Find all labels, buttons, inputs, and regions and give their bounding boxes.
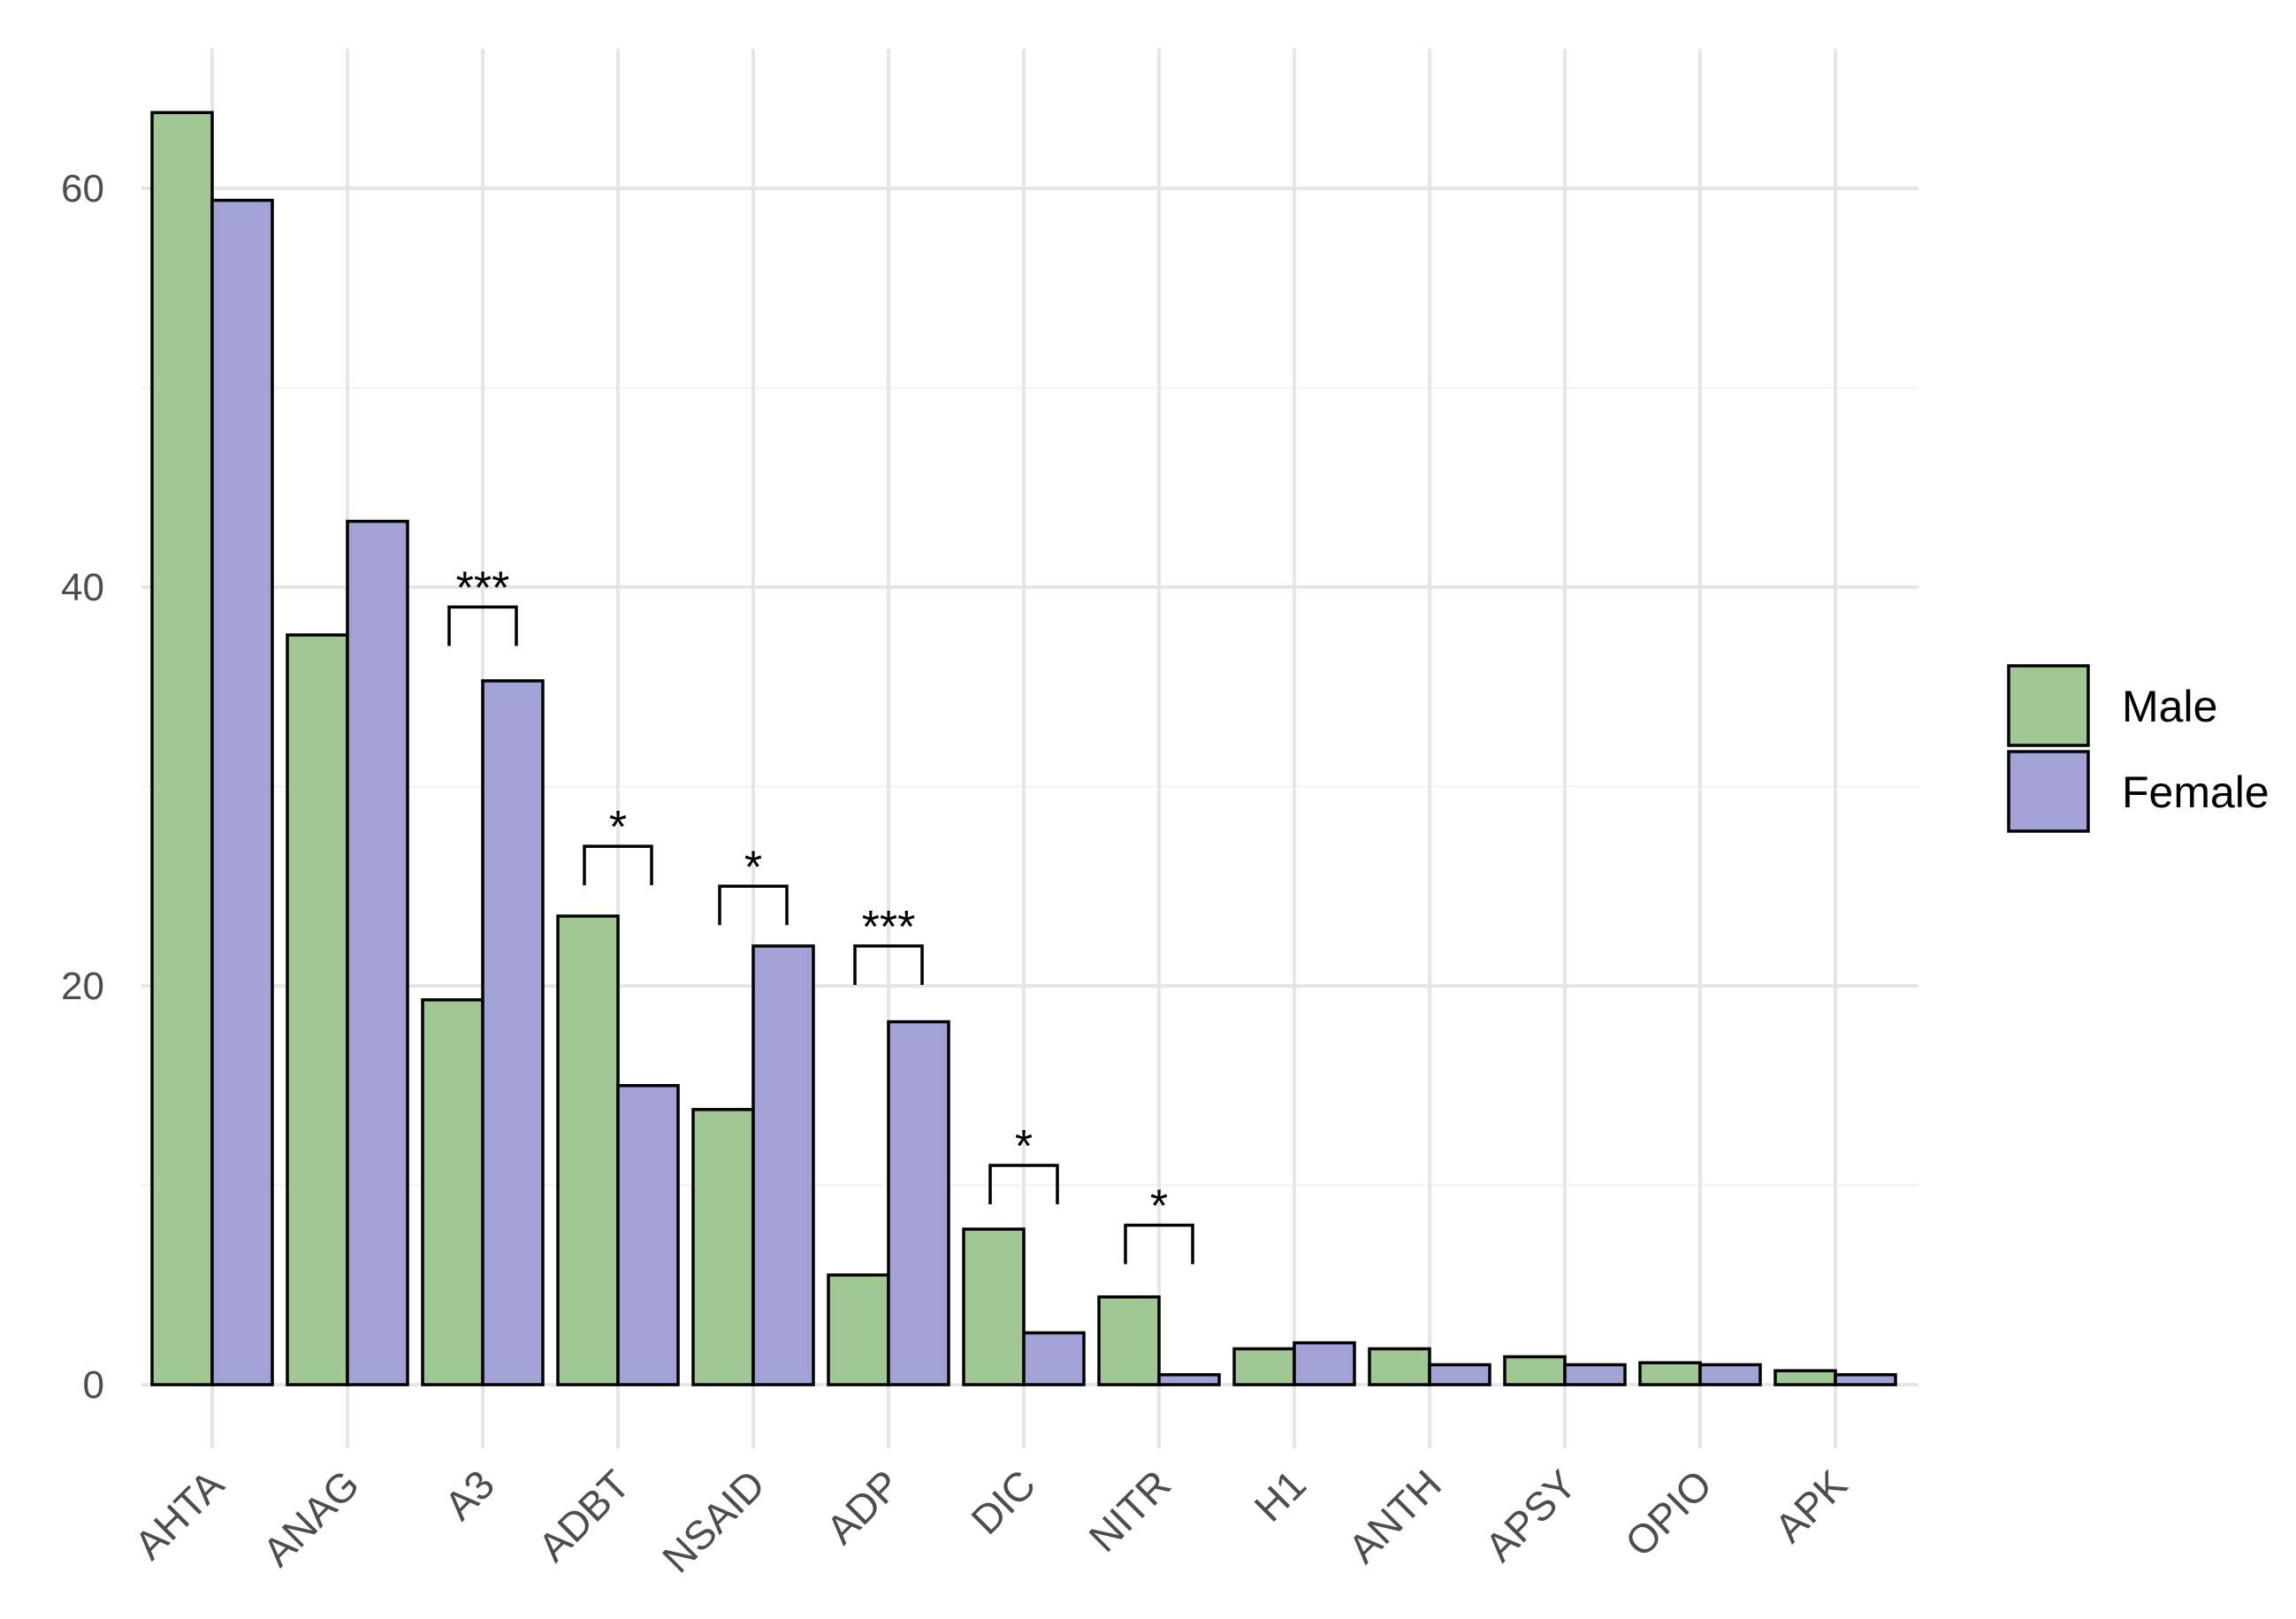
legend-label-male: Male (2122, 682, 2217, 731)
significance-label: * (1150, 1181, 1168, 1233)
legend-key-female (2007, 750, 2090, 833)
annotations-layer: ********** (447, 563, 1194, 1264)
bar-male-adp (827, 1273, 890, 1386)
bar-female-anth (1428, 1363, 1491, 1386)
significance-label: * (1015, 1121, 1033, 1172)
legend: Male Female (2007, 664, 2269, 833)
bar-male-opio (1638, 1361, 1702, 1386)
bar-male-anth (1368, 1347, 1431, 1386)
significance-bracket (988, 1164, 1059, 1204)
bar-female-nsaid (751, 944, 815, 1386)
significance-bracket (853, 944, 924, 985)
bar-male-nitr (1097, 1295, 1161, 1386)
bar-female-dic (1022, 1331, 1086, 1386)
x-tick-label: APSY (1476, 1461, 1586, 1570)
bar-male-h1 (1232, 1347, 1296, 1386)
bar-male-ahta (150, 111, 214, 1386)
x-tick-label: APK (1766, 1461, 1856, 1551)
y-tick-label: 0 (83, 1363, 104, 1407)
x-axis: AHTA ANAG A3 ADBT NSAID ADP DIC NITR H1 ANTH APSY O… (126, 1461, 1856, 1581)
bar-male-dic (962, 1227, 1026, 1386)
bar-female-nitr (1157, 1372, 1221, 1386)
legend-label-female: Female (2122, 767, 2269, 817)
x-tick-label: H1 (1246, 1461, 1315, 1530)
significance-bracket (583, 844, 653, 886)
x-tick-label: ADBT (530, 1461, 639, 1570)
x-tick-label: DIC (962, 1461, 1044, 1543)
bar-female-anag (346, 519, 409, 1386)
bar-female-adp (887, 1020, 950, 1386)
bar-male-anag (286, 633, 349, 1386)
bar-female-ahta (210, 198, 274, 1386)
x-tick-label: ANAG (254, 1461, 368, 1575)
bar-male-nsaid (691, 1108, 755, 1386)
significance-label: * (609, 802, 627, 853)
x-tick-label: AHTA (126, 1461, 233, 1568)
bar-female-apk (1834, 1372, 1897, 1386)
y-tick-label: 20 (61, 965, 104, 1008)
x-tick-label: ADP (817, 1461, 909, 1553)
y-tick-label: 60 (61, 167, 104, 210)
significance-bracket (718, 884, 789, 926)
significance-bracket (1124, 1223, 1194, 1264)
x-tick-label: A3 (436, 1461, 504, 1529)
bar-female-opio (1698, 1363, 1762, 1386)
x-tick-label: NITR (1079, 1461, 1179, 1561)
x-tick-label: NSAID (653, 1461, 774, 1581)
significance-label: *** (456, 563, 510, 615)
y-tick-label: 40 (61, 566, 104, 609)
significance-label: * (744, 842, 762, 893)
x-tick-label: OPIO (1616, 1461, 1720, 1565)
bar-male-apk (1773, 1369, 1837, 1386)
significance-label: *** (862, 902, 916, 953)
y-axis: 0 20 40 60 (61, 167, 104, 1407)
significance-bracket (447, 605, 518, 646)
bar-male-adbt (556, 914, 620, 1386)
legend-key-male (2007, 664, 2090, 747)
x-tick-label: ANTH (1339, 1461, 1450, 1571)
bars-layer (150, 111, 1897, 1386)
bar-female-h1 (1293, 1340, 1356, 1386)
bar-male-a3 (421, 998, 484, 1386)
bar-female-adbt (616, 1084, 680, 1386)
bar-male-apsy (1503, 1355, 1567, 1386)
bar-female-a3 (481, 679, 545, 1386)
bar-female-apsy (1563, 1363, 1627, 1386)
